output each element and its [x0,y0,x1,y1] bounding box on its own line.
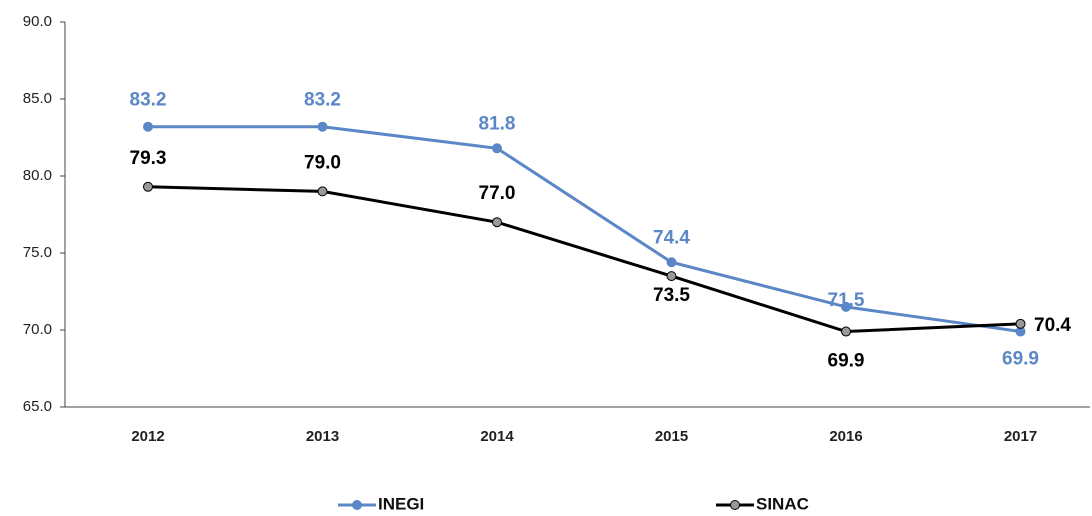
y-tick-label: 80.0 [23,167,52,184]
data-label: 69.9 [828,351,865,372]
y-tick-label: 70.0 [23,321,52,338]
data-label: 74.4 [653,227,690,248]
data-label: 69.9 [1002,349,1039,370]
legend-label: SINAC [756,494,809,513]
y-tick-label: 65.0 [23,398,52,415]
legend-label: INEGI [378,494,424,513]
marker [317,121,328,132]
marker [841,326,851,337]
legend-marker [730,500,740,510]
marker [492,217,502,228]
data-label: 70.4 [1034,315,1071,336]
data-label: 83.2 [130,90,167,111]
line [147,185,1021,334]
x-tick-label: 2016 [829,428,862,445]
line [148,125,1021,334]
x-tick-label: 2017 [1004,428,1037,445]
data-label: 73.5 [653,285,690,306]
marker [317,186,328,197]
x-tick-label: 2015 [655,428,688,445]
data-label: 79.3 [130,148,167,169]
marker [666,271,677,282]
y-tick-label: 85.0 [23,90,52,107]
marker [1015,318,1026,329]
marker [666,257,677,268]
y-tick-label: 90.0 [23,13,52,30]
data-label: 77.0 [479,183,516,204]
data-label: 71.5 [828,290,865,311]
x-tick-label: 2013 [306,428,339,445]
data-label: 81.8 [479,113,516,134]
marker [492,143,502,154]
x-tick-label: 2014 [480,428,514,445]
x-tick-label: 2012 [131,428,164,445]
data-label: 83.2 [304,90,341,111]
legend-marker [352,500,362,510]
data-label: 79.0 [304,152,341,173]
y-tick-label: 75.0 [23,244,52,261]
marker [143,121,153,132]
marker [841,301,851,312]
marker [143,181,153,192]
